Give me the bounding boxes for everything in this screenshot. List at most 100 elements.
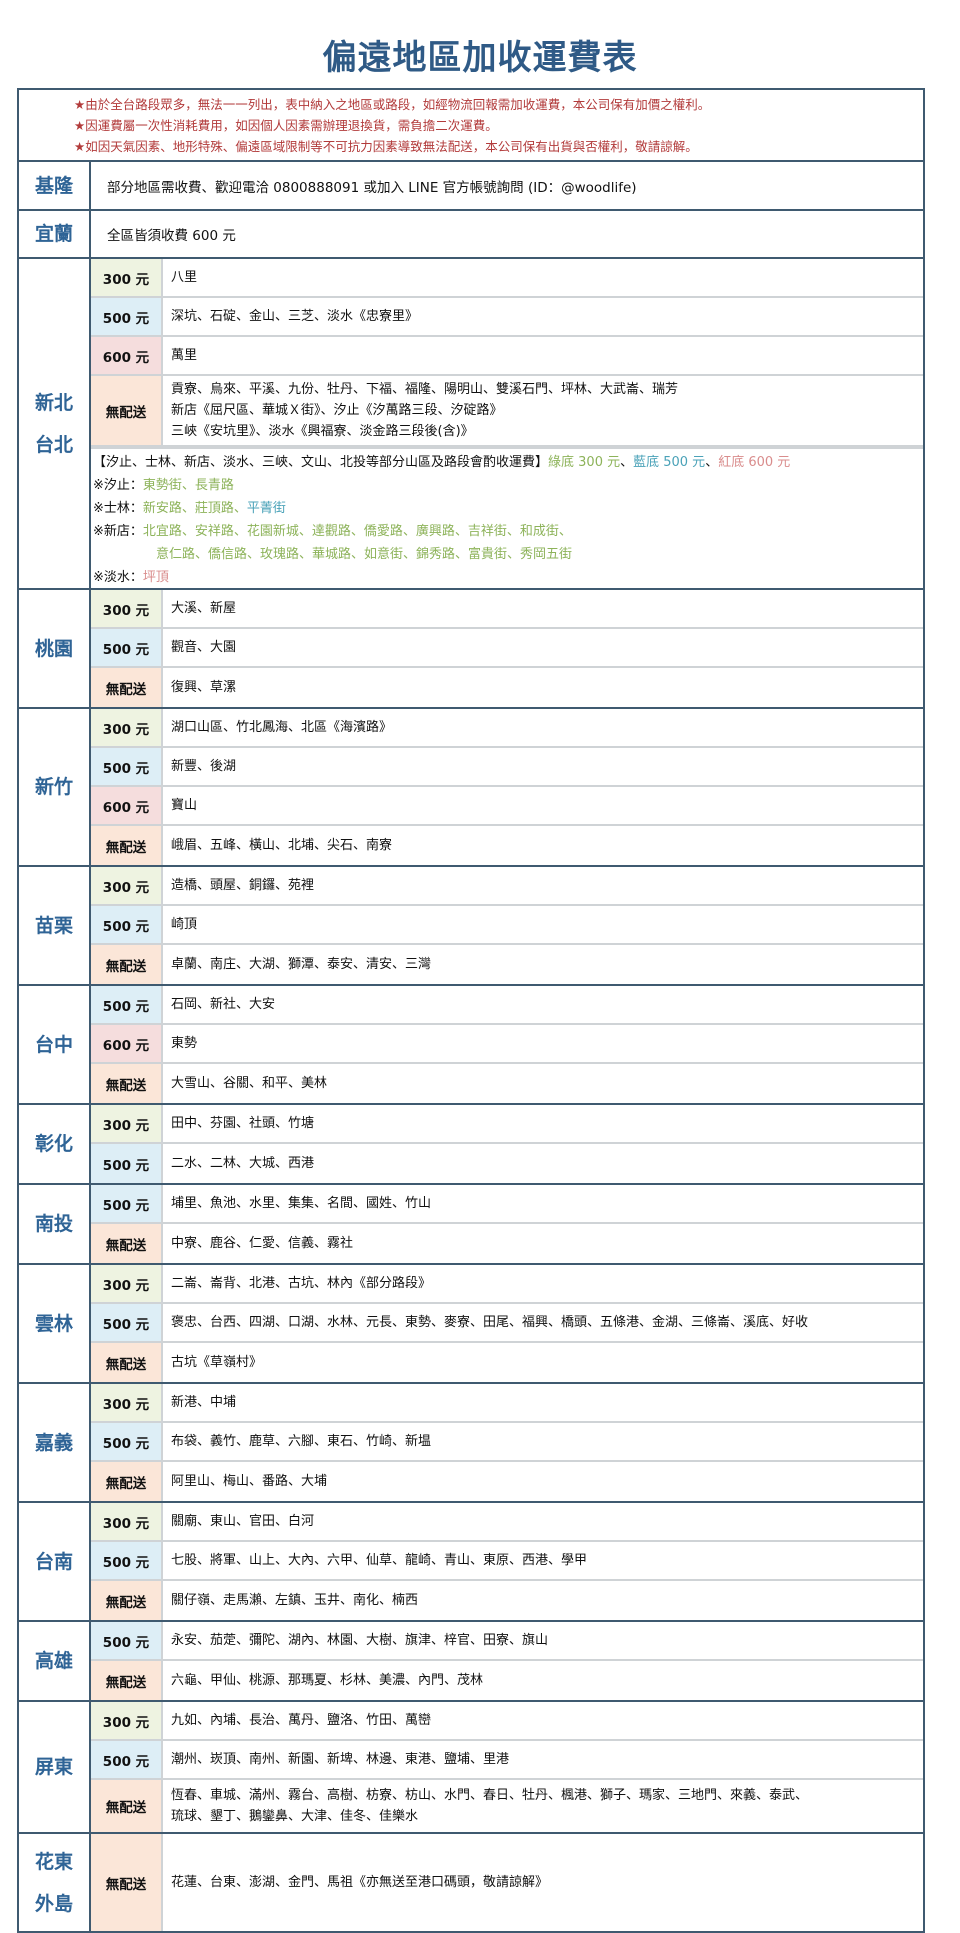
rate-row: 500 元深坑、石碇、金山、三芝、淡水《忠寮里》 [91, 298, 923, 337]
areas-cell: 崎頂 [163, 906, 923, 943]
region-label: 南投 [19, 1185, 91, 1263]
page-title: 偏遠地區加收運費表 [322, 38, 638, 78]
extra-text: 綠底 300 元 [548, 455, 621, 470]
area-line: 褒忠、台西、四湖、口湖、水林、元長、東勢、麥寮、田尾、福興、橋頭、五條港、金湖、… [171, 1315, 809, 1330]
region-section: 新竹 300 元湖口山區、竹北鳳海、北區《海濱路》 500 元新豐、後湖 600 元寶… [19, 709, 923, 867]
extra-text: ※新店： [93, 524, 143, 539]
rate-row: 500 元布袋、義竹、鹿草、六腳、東石、竹崎、新塭 [91, 1423, 923, 1462]
areas-cell: 八里 [163, 259, 923, 296]
region-label-line: 雲林 [34, 1312, 73, 1335]
price-cell: 500 元 [91, 1542, 163, 1579]
region-label-line: 新北 [34, 391, 73, 414]
price-cell: 500 元 [91, 906, 163, 943]
region-label: 基隆 [19, 162, 91, 209]
section-yilan: 宜蘭 全區皆須收費 600 元 [19, 211, 923, 259]
price-cell: 無配送 [91, 1064, 163, 1103]
rate-rows: 500 元埔里、魚池、水里、集集、名間、國姓、竹山 無配送 中寮、鹿谷、仁愛、信義、… [91, 1185, 923, 1263]
areas-cell: 新港、中埔 [163, 1384, 923, 1421]
extra-text: 藍底 500 元 [633, 455, 706, 470]
price-cell: 600 元 [91, 337, 163, 374]
region-label: 雲林 [19, 1265, 91, 1382]
area-line: 關廟、東山、官田、白河 [171, 1514, 315, 1529]
rate-rows: 300 元大溪、新屋 500 元觀音、大園 無配送 復興、草漯 [91, 590, 923, 707]
areas-cell: 阿里山、梅山、番路、大埔 [163, 1462, 923, 1501]
region-label-line: 台中 [34, 1033, 73, 1056]
region-section: 高雄 500 元永安、茄萣、彌陀、湖內、林園、大樹、旗津、梓官、田寮、旗山 無配送六… [19, 1622, 923, 1702]
areas-cell: 潮州、崁頂、南州、新園、新埤、林邊、東港、鹽埔、里港 [163, 1741, 923, 1778]
area-line: 大雪山、谷關、和平、美林 [171, 1076, 328, 1091]
areas-cell: 卓蘭、南庄、大湖、獅潭、泰安、清安、三灣 [163, 945, 923, 984]
region-label-line: 苗栗 [34, 914, 73, 937]
price-cell: 無配送 [91, 1343, 163, 1382]
area-line: 萬里 [171, 348, 198, 363]
areas-cell: 布袋、義竹、鹿草、六腳、東石、竹崎、新塭 [163, 1423, 923, 1460]
extra-text: 意仁路、僑信路、玫瑰路、華城路、如意街、錦秀路、富貴街、秀岡五街 [156, 547, 573, 562]
area-line: 造橋、頭屋、銅鑼、苑裡 [171, 878, 315, 893]
extra-text: ※汐止： [93, 478, 143, 493]
price-cell: 600 元 [91, 1025, 163, 1062]
note: ★由於全台路段眾多，無法一一列出，表中納入之地區或路段，如經物流回報需加收運費，… [74, 97, 711, 112]
region-text: 部分地區需收費、歡迎電洽 0800888091 或加入 LINE 官方帳號詢問 … [107, 179, 637, 196]
region-section: 嘉義 300 元新港、中埔 500 元布袋、義竹、鹿草、六腳、東石、竹崎、新塭 無配送… [19, 1384, 923, 1503]
rate-rows: 300 元關廟、東山、官田、白河 500 元七股、將軍、山上、大內、六甲、仙草、龍… [91, 1503, 923, 1620]
rate-row: 300 元九如、內埔、長治、萬丹、鹽洛、竹田、萬巒 [91, 1702, 923, 1741]
region-label: 花東 外島 [19, 1834, 91, 1931]
rate-row: 無配送 古坑《草嶺村》 [91, 1343, 923, 1382]
rate-row: 500 元埔里、魚池、水里、集集、名間、國姓、竹山 [91, 1185, 923, 1224]
areas-cell: 復興、草漯 [163, 668, 923, 707]
region-section: 花東 外島 無配送 花蓮、台東、澎湖、金門、馬祖《亦無送至港口碼頭，敬請諒解》 [19, 1834, 923, 1933]
areas-cell: 石岡、新社、大安 [163, 986, 923, 1023]
area-line: 大溪、新屋 [171, 601, 237, 616]
price-cell: 300 元 [91, 1503, 163, 1540]
area-line: 貢寮、烏來、平溪、九份、牡丹、下福、福隆、陽明山、雙溪石門、坪林、大武崙、瑞芳 [171, 382, 679, 397]
rate-row: 300 元湖口山區、竹北鳳海、北區《海濱路》 [91, 709, 923, 748]
price-cell: 無配送 [91, 1581, 163, 1620]
region-label: 彰化 [19, 1105, 91, 1183]
areas-cell: 恆春、車城、滿州、霧台、高樹、枋寮、枋山、水門、春日、牡丹、楓港、獅子、瑪家、三… [163, 1780, 923, 1832]
price-cell: 無配送 [91, 1224, 163, 1263]
area-line: 深坑、石碇、金山、三芝、淡水《忠寮里》 [171, 309, 419, 324]
areas-cell: 花蓮、台東、澎湖、金門、馬祖《亦無送至港口碼頭，敬請諒解》 [163, 1834, 923, 1931]
rate-row: 無配送 貢寮、烏來、平溪、九份、牡丹、下福、福隆、陽明山、雙溪石門、坪林、大武崙、… [91, 376, 923, 447]
price-cell: 500 元 [91, 1423, 163, 1460]
region-section: 彰化 300 元田中、芬園、社頭、竹塘 500 元二水、二林、大城、西港 [19, 1105, 923, 1185]
region-label: 台中 [19, 986, 91, 1103]
rate-row: 無配送 六龜、甲仙、桃源、那瑪夏、杉林、美濃、內門、茂林 [91, 1661, 923, 1700]
price-cell: 無配送 [91, 668, 163, 707]
section-keelung: 基隆 部分地區需收費、歡迎電洽 0800888091 或加入 LINE 官方帳號… [19, 162, 923, 211]
rate-rows: 300 元八里 500 元深坑、石碇、金山、三芝、淡水《忠寮里》 600 元萬里無配… [91, 259, 923, 588]
region-label: 苗栗 [19, 867, 91, 984]
areas-cell: 觀音、大園 [163, 629, 923, 666]
rate-row: 600 元寶山 [91, 787, 923, 826]
region-label: 宜蘭 [19, 211, 91, 257]
rate-rows: 300 元九如、內埔、長治、萬丹、鹽洛、竹田、萬巒 500 元潮州、崁頂、南州、新… [91, 1702, 923, 1832]
area-line: 寶山 [171, 798, 198, 813]
area-line: 三峽《安坑里》、淡水《興福寮、淡金路三段後(含)》 [171, 424, 474, 439]
region-text: 全區皆須收費 600 元 [107, 228, 236, 244]
extra-text: 、 [705, 455, 719, 470]
rate-row: 300 元八里 [91, 259, 923, 298]
areas-cell: 田中、芬園、社頭、竹塘 [163, 1105, 923, 1142]
price-cell: 300 元 [91, 709, 163, 746]
extra-line: 意仁路、僑信路、玫瑰路、華城路、如意街、錦秀路、富貴街、秀岡五街 [93, 543, 923, 566]
rate-row: 300 元關廟、東山、官田、白河 [91, 1503, 923, 1542]
areas-cell: 二水、二林、大城、西港 [163, 1144, 923, 1183]
rate-row: 500 元二水、二林、大城、西港 [91, 1144, 923, 1183]
rate-row: 無配送 中寮、鹿谷、仁愛、信義、霧社 [91, 1224, 923, 1263]
area-line: 九如、內埔、長治、萬丹、鹽洛、竹田、萬巒 [171, 1713, 432, 1728]
rate-row: 無配送 關仔嶺、走馬瀨、左鎮、玉井、南化、楠西 [91, 1581, 923, 1620]
surcharge-table: ★由於全台路段眾多，無法一一列出，表中納入之地區或路段，如經物流回報需加收運費，… [17, 88, 925, 1933]
areas-cell: 大溪、新屋 [163, 590, 923, 627]
price-cell: 300 元 [91, 590, 163, 627]
area-line: 觀音、大園 [171, 640, 237, 655]
region-section: 苗栗 300 元造橋、頭屋、銅鑼、苑裡 500 元崎頂 無配送 卓蘭、南庄、大湖、獅潭、… [19, 867, 923, 986]
rate-rows: 300 元田中、芬園、社頭、竹塘 500 元二水、二林、大城、西港 [91, 1105, 923, 1183]
price-cell: 無配送 [91, 1462, 163, 1501]
price-cell: 300 元 [91, 867, 163, 904]
price-cell: 500 元 [91, 1185, 163, 1222]
region-label-line: 台北 [34, 433, 73, 456]
areas-cell: 七股、將軍、山上、大內、六甲、仙草、龍崎、青山、東原、西港、學甲 [163, 1542, 923, 1579]
rate-rows: 300 元新港、中埔 500 元布袋、義竹、鹿草、六腳、東石、竹崎、新塭 無配送 阿里… [91, 1384, 923, 1501]
price-cell: 500 元 [91, 1622, 163, 1659]
areas-cell: 深坑、石碇、金山、三芝、淡水《忠寮里》 [163, 298, 923, 335]
